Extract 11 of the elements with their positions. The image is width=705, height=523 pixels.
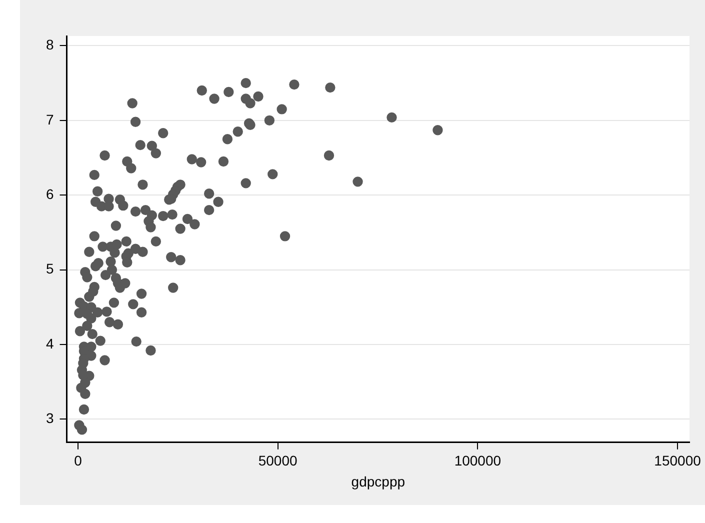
x-tick-label: 50000 [258, 452, 298, 469]
x-tick-label: 100000 [454, 452, 502, 469]
y-tick-label: 5 [46, 260, 54, 277]
y-tick-label: 3 [46, 410, 54, 426]
y-tick-label: 8 [46, 36, 54, 53]
x-tick-label: 150000 [654, 452, 702, 469]
y-tick-label: 4 [46, 335, 54, 352]
y-tick-label: 7 [46, 111, 54, 128]
x-axis-title: gdpcppp [351, 473, 406, 490]
y-tick-label: 6 [46, 186, 54, 202]
x-tick-label: 0 [74, 452, 82, 469]
